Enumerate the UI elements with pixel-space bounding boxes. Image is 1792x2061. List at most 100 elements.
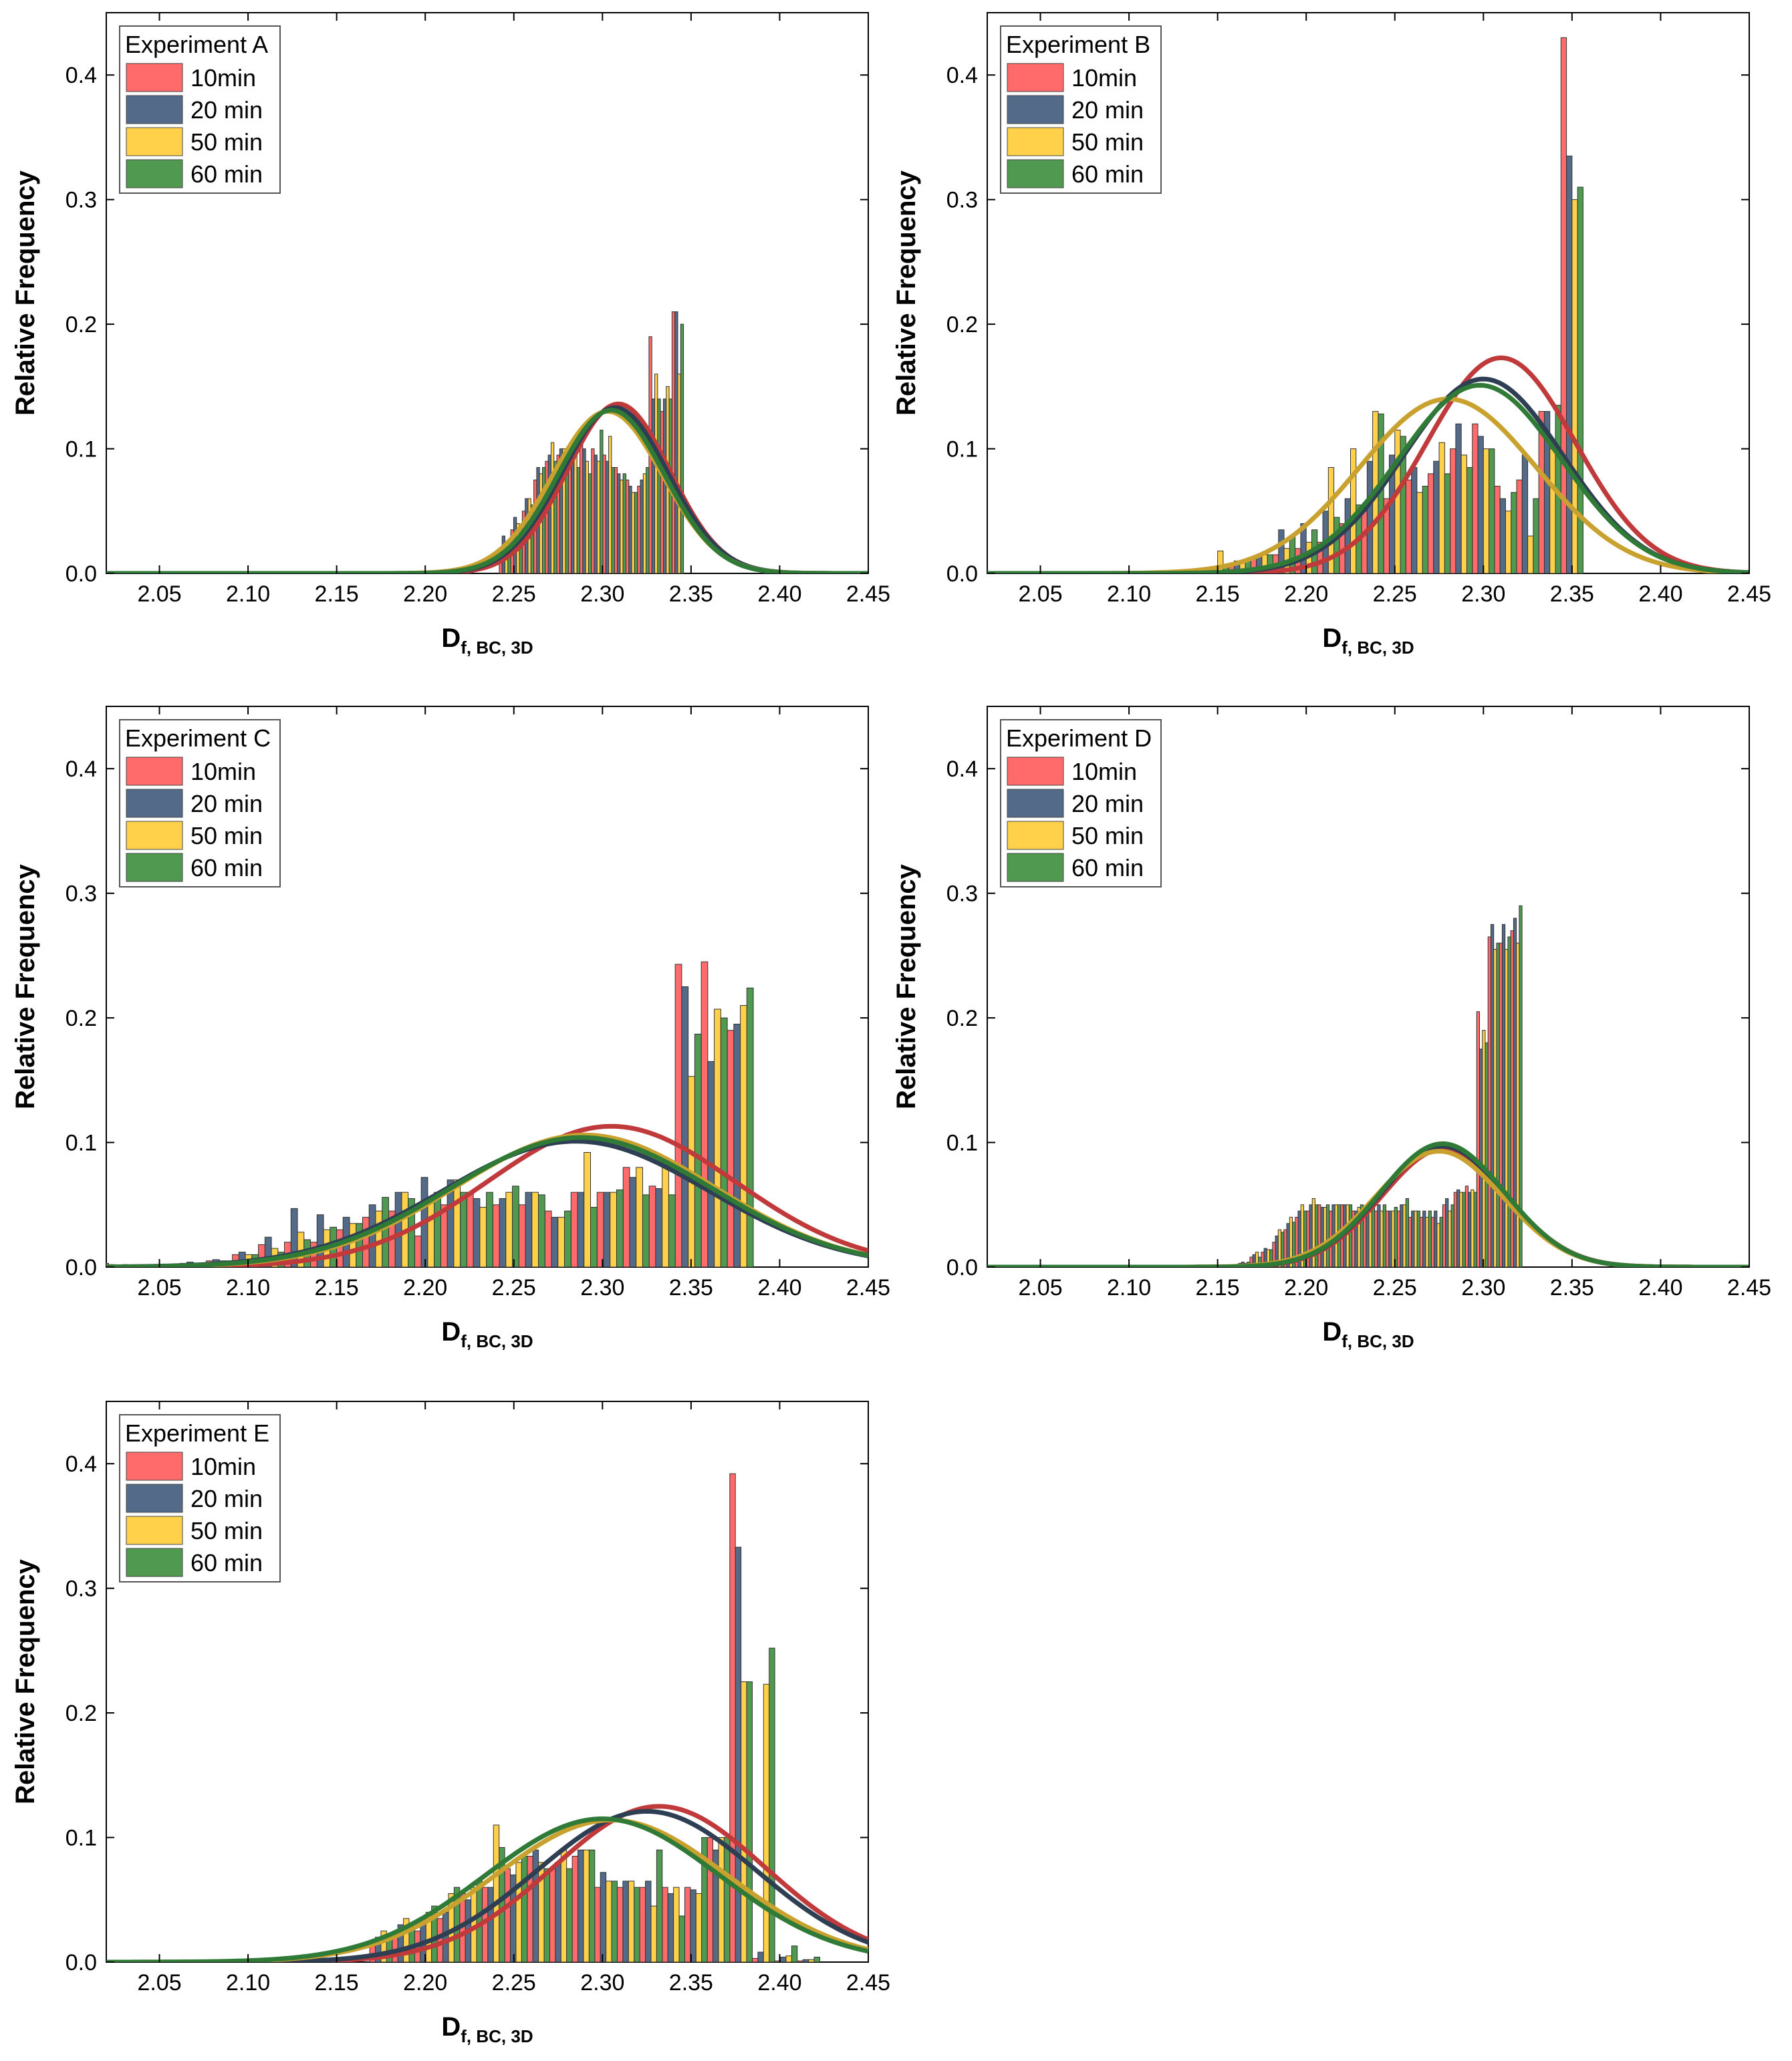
bar-60min-10 [1360,1204,1364,1267]
x-tick-label: 2.25 [492,581,536,607]
bar-20min-16 [1566,155,1573,573]
fit-curve-60min [987,1141,1749,1267]
y-axis-label: Relative Frequency [11,1558,40,1804]
fit-curve-10min [987,355,1749,573]
chart-panel-3: 2.05 2.10 2.15 2.20 2.25 2.30 2.35 2.40 2.45 0.0 0… [11,706,890,1351]
legend-title: Experiment A [125,31,268,58]
bar-50min-4 [550,442,555,573]
bar-60min-18 [590,1207,598,1267]
bar-50min-6 [1350,448,1357,573]
bar-10min-9 [336,1229,344,1267]
bar-60min-17 [769,1647,775,1962]
bar-60min-24 [746,987,754,1267]
legend-item-label: 20 min [1071,96,1144,124]
bar-60min-20 [1473,1192,1477,1267]
bar-50min-11 [631,492,635,573]
bar-20min-15 [499,1198,507,1267]
bar-10min-13 [1494,485,1501,573]
y-tick-label: 0.2 [66,1006,97,1031]
bar-20min-14 [1400,1204,1404,1267]
bar-20min-21 [1479,1049,1483,1267]
bar-20min-23 [1501,924,1506,1267]
bar-60min-2 [1269,1249,1273,1267]
bar-10min-10 [594,1887,601,1962]
bar-60min-9 [611,467,615,573]
bar-10min-7 [1317,1204,1321,1267]
y-tick-label: 0.2 [66,312,97,337]
x-tick-label: 2.45 [1727,581,1771,607]
bar-20min-17 [1434,1210,1438,1267]
legend-item-label: 20 min [1071,790,1144,817]
bar-60min-6 [521,1856,528,1962]
legend-item-label: 20 min [190,790,263,817]
legend-swatch [126,853,183,882]
legend: Experiment A 10min 20 min 50 min 60 min [119,25,281,194]
bar-60min-10 [611,1881,618,1962]
bar-50min-0 [1217,550,1224,573]
bar-10min-8 [549,1868,556,1962]
bar-10min-15 [1408,1216,1412,1267]
bar-20min-9 [605,460,610,573]
bar-50min-21 [1482,1030,1486,1267]
bar-10min-12 [1374,1210,1378,1267]
bar-20min-10 [1433,460,1440,573]
bar-10min-14 [660,411,664,573]
bar-50min-14 [695,1893,702,1962]
bar-10min-11 [1450,448,1456,573]
x-tick-label: 2.10 [226,1275,270,1300]
bar-60min-16 [1428,1210,1432,1267]
x-tick-label: 2.40 [757,581,801,607]
y-tick-label: 0.1 [66,437,97,462]
bar-10min-22 [1487,936,1491,1267]
bar-50min-16 [531,1192,539,1267]
bar-60min-16 [746,1681,753,1962]
bar-60min-14 [701,1837,708,1962]
bar-50min-12 [1380,1210,1384,1267]
y-tick-label: 0.1 [946,1131,978,1156]
x-tick-label: 2.30 [580,1275,624,1300]
fit-curve-60min [106,1816,868,1962]
bar-60min-5 [1303,1210,1307,1267]
legend-item-label: 10min [1071,758,1137,785]
bar-20min-24 [733,1023,741,1267]
x-tick-label: 2.40 [1638,581,1682,607]
bar-60min-5 [1333,517,1340,573]
x-tick-label: 2.10 [1107,1275,1151,1300]
bar-60min-16 [1577,186,1583,573]
legend-item-label: 60 min [1071,854,1144,881]
bar-60min-17 [564,1210,571,1267]
y-tick-label: 0.2 [66,1701,97,1726]
x-tick-label: 2.45 [846,1275,890,1300]
bar-60min-7 [588,473,592,573]
bar-50min-18 [1448,1210,1452,1267]
bar-50min-10 [620,479,624,573]
bar-50min-7 [1323,1207,1327,1267]
y-tick-label: 0.1 [66,1131,97,1156]
legend-swatch [1007,127,1064,156]
bar-50min-13 [654,374,658,573]
plot-area [106,1473,868,1962]
bar-10min-22 [674,964,682,1267]
bar-50min-14 [1527,535,1534,573]
bar-60min-19 [813,1957,820,1962]
bar-20min-19 [603,1192,611,1267]
bar-60min-9 [1422,485,1428,573]
legend-item-label: 10min [1071,64,1137,92]
legend-swatch [126,1452,183,1481]
bar-50min-18 [785,1955,792,1962]
bar-50min-24 [1516,942,1520,1267]
bar-50min-13 [453,1179,461,1267]
bar-60min-13 [460,1192,467,1267]
chart-panel-2: 2.05 2.10 2.15 2.20 2.25 2.30 2.35 2.40 2.45 0.0 0… [892,12,1771,658]
legend-swatch [126,757,183,786]
bar-10min-10 [614,467,618,573]
bar-10min-11 [1363,1216,1367,1267]
bar-20min-16 [525,1192,533,1267]
bar-50min-19 [1459,1192,1463,1267]
x-tick-label: 2.10 [226,581,270,607]
legend-swatch [1007,63,1064,92]
legend: Experiment E 10min 20 min 50 min 60 min [119,1414,281,1583]
y-axis-label: Relative Frequency [892,863,921,1109]
bar-60min-4 [553,460,557,573]
legend-swatch [1007,159,1064,188]
